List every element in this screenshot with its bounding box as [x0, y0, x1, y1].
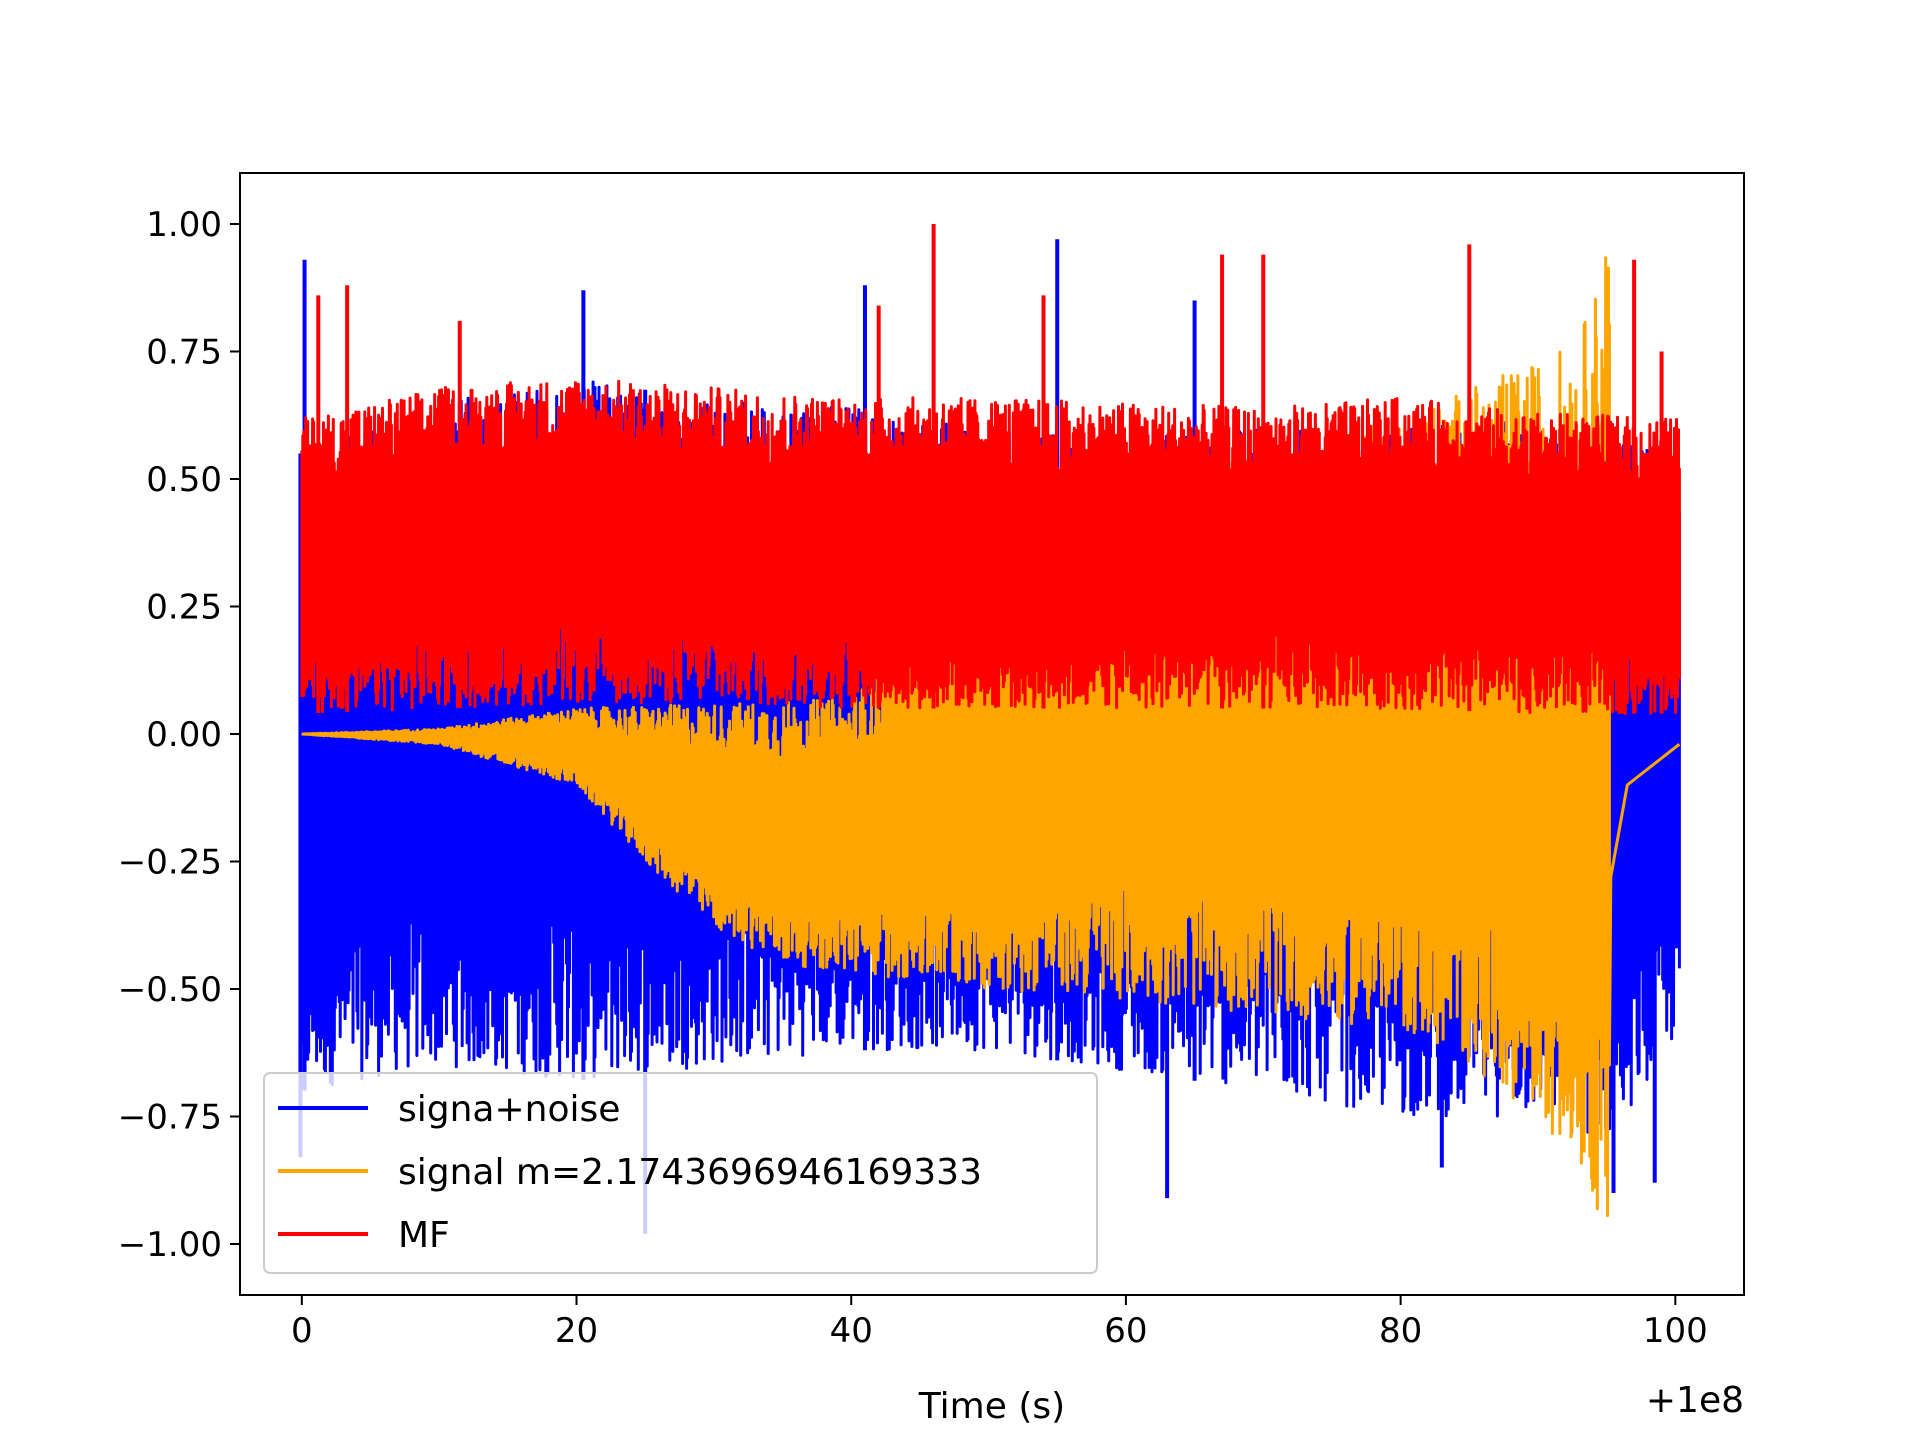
legend-box — [263, 1072, 1098, 1274]
series-2-path — [300, 379, 1681, 716]
x-tick-label: 80 — [1379, 1311, 1422, 1351]
plot-series — [298, 224, 1681, 1234]
x-axis-label: Time (s) — [918, 1386, 1065, 1427]
legend: signa+noise signal m=2.1743696946169333 MF — [263, 1072, 1098, 1274]
x-axis-offset-label: +1e8 — [1646, 1380, 1744, 1421]
x-tick-label: 0 — [291, 1311, 313, 1351]
x-tick-label: 100 — [1643, 1311, 1708, 1351]
legend-label: signa+noise — [398, 1089, 620, 1130]
y-tick-label: 1.00 — [146, 205, 222, 245]
y-tick-label: −0.50 — [118, 970, 222, 1010]
y-tick-label: −1.00 — [118, 1225, 222, 1265]
legend-label: MF — [398, 1215, 450, 1256]
y-tick-label: 0.25 — [146, 588, 222, 628]
y-tick-label: 0.50 — [146, 460, 222, 500]
series-1-path — [301, 256, 1681, 1218]
legend-label: signal m=2.1743696946169333 — [398, 1152, 982, 1193]
y-axis-ticks: 1.00 0.75 0.50 0.25 0.00 −0.25 −0.50 −0.75 −1.00 — [118, 205, 240, 1265]
series-2-line — [300, 224, 1681, 716]
x-tick-label: 60 — [1104, 1311, 1147, 1351]
x-tick-label: 40 — [830, 1311, 873, 1351]
series-1-line — [301, 256, 1681, 1218]
y-tick-label: −0.25 — [118, 843, 222, 883]
y-tick-label: −0.75 — [118, 1098, 222, 1138]
y-tick-label: 0.00 — [146, 715, 222, 755]
x-axis-ticks: 0 20 40 60 80 100 — [291, 1295, 1708, 1351]
y-tick-label: 0.75 — [146, 333, 222, 373]
x-tick-label: 20 — [555, 1311, 598, 1351]
